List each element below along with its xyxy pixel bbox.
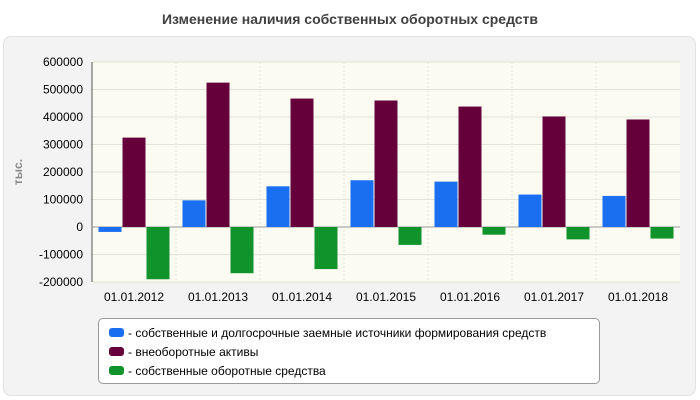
bar-sources (434, 181, 458, 227)
bar-working-capital (398, 227, 422, 245)
bar-sources (182, 200, 206, 227)
x-tick-label: 01.01.2014 (272, 290, 332, 304)
bar-working-capital (650, 227, 674, 239)
legend-item-noncurrent-assets: - внеоборотные активы (109, 342, 599, 361)
bar-noncurrent-assets (626, 119, 650, 227)
y-tick-label: 600000 (43, 55, 83, 69)
bar-sources (350, 180, 374, 227)
x-tick-label: 01.01.2018 (608, 290, 668, 304)
bar-working-capital (230, 227, 254, 274)
bar-noncurrent-assets (374, 100, 398, 227)
y-tick-label: -100000 (39, 248, 83, 262)
bar-working-capital (482, 227, 506, 235)
legend-swatch-noncurrent-assets (109, 347, 124, 356)
bar-working-capital (146, 227, 170, 280)
chart-title: Изменение наличия собственных оборотных … (161, 11, 539, 27)
bar-working-capital (566, 227, 590, 240)
bar-noncurrent-assets (290, 98, 314, 227)
y-tick-label: 100000 (43, 193, 83, 207)
y-tick-label: 400000 (43, 110, 83, 124)
legend-label-noncurrent-assets: - внеоборотные активы (128, 344, 259, 359)
bar-sources (518, 194, 542, 227)
bar-sources (266, 186, 290, 227)
y-tick-label: -200000 (39, 275, 83, 289)
bar-noncurrent-assets (122, 137, 146, 227)
bar-working-capital (314, 227, 338, 270)
x-tick-label: 01.01.2017 (524, 290, 584, 304)
x-tick-label: 01.01.2012 (104, 290, 164, 304)
y-tick-label: 200000 (43, 165, 83, 179)
bar-sources (602, 195, 626, 227)
legend-item-working-capital: - собственные оборотные средства (109, 361, 599, 380)
y-axis-title: тыс. (11, 159, 25, 185)
y-tick-label: 0 (76, 220, 83, 234)
legend-swatch-working-capital (109, 366, 124, 375)
y-tick-label: 500000 (43, 83, 83, 97)
legend-swatch-sources (109, 328, 124, 337)
x-tick-label: 01.01.2013 (188, 290, 248, 304)
y-tick-label: 300000 (43, 138, 83, 152)
bar-noncurrent-assets (206, 82, 230, 227)
legend-label-working-capital: - собственные оборотные средства (128, 363, 326, 378)
bar-noncurrent-assets (458, 106, 482, 227)
x-tick-label: 01.01.2015 (356, 290, 416, 304)
bar-sources (98, 227, 122, 232)
legend-item-sources: - собственные и долгосрочные заемные ист… (109, 323, 599, 342)
chart-legend: - собственные и долгосрочные заемные ист… (98, 318, 600, 384)
bar-noncurrent-assets (542, 116, 566, 227)
x-tick-label: 01.01.2016 (440, 290, 500, 304)
legend-label-sources: - собственные и долгосрочные заемные ист… (128, 325, 547, 340)
